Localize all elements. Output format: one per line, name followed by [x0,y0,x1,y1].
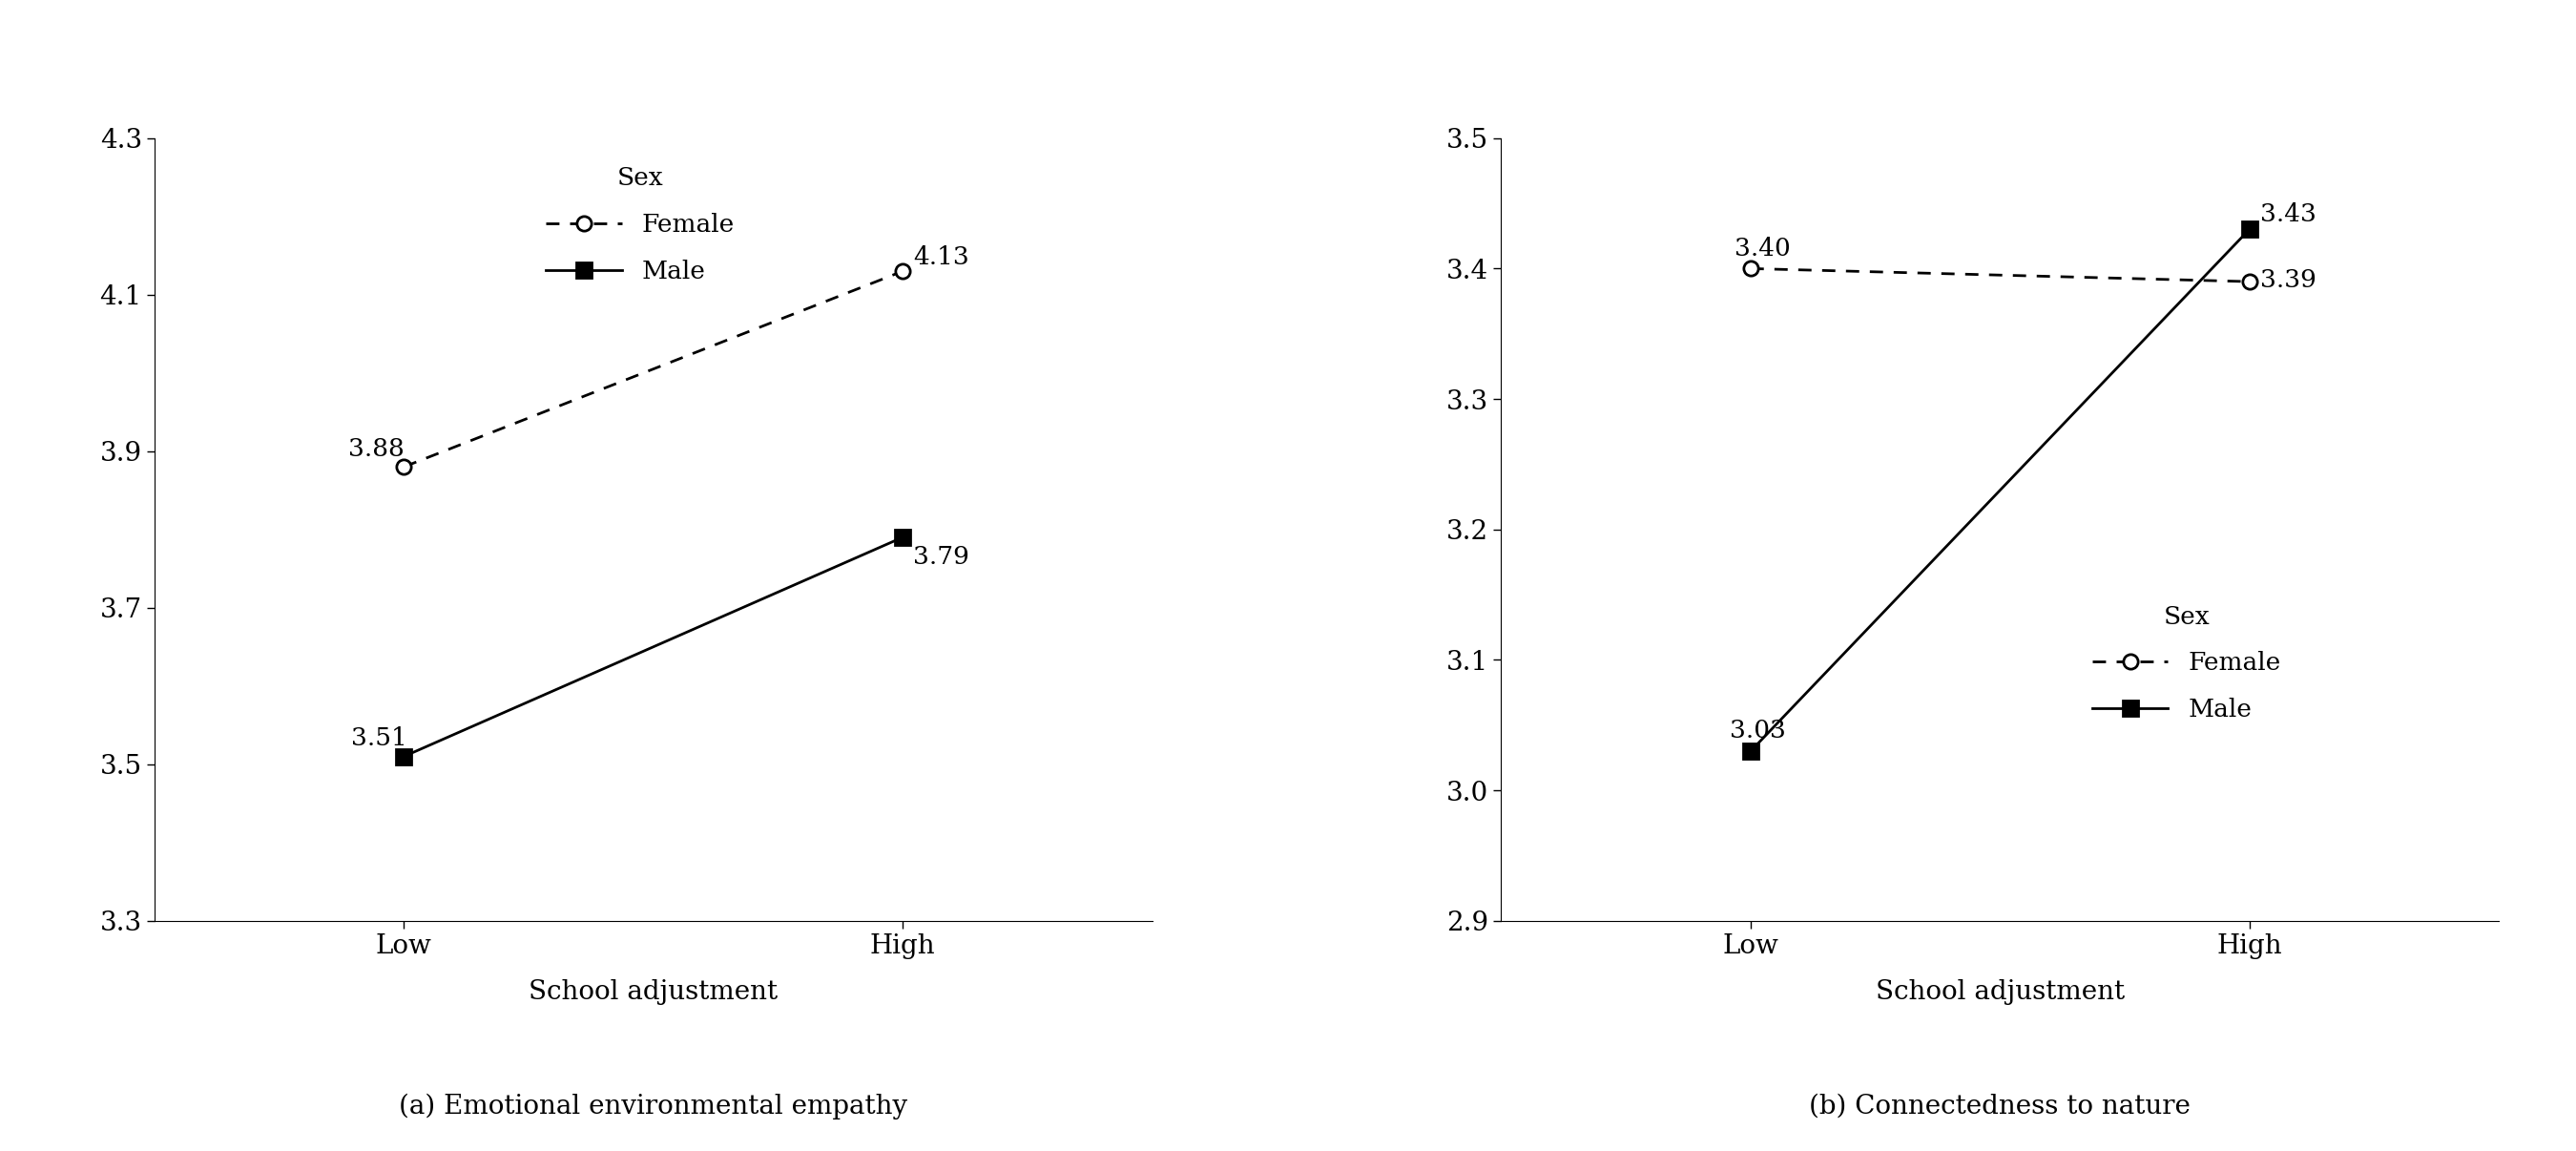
Line: Female: Female [397,264,909,474]
Female [886,265,917,279]
Female [1736,261,1767,275]
Text: 3.40: 3.40 [1734,236,1790,260]
Text: 3.43: 3.43 [2259,203,2316,227]
Text: (a) Emotional environmental empathy: (a) Emotional environmental empathy [399,1093,907,1119]
Text: 3.51: 3.51 [350,726,407,750]
X-axis label: School adjustment: School adjustment [528,980,778,1005]
Legend: Female, Male: Female, Male [546,167,734,283]
Male [886,531,917,544]
Female [389,460,420,474]
Text: 3.39: 3.39 [2259,268,2316,291]
Line: Female: Female [1744,261,2257,289]
Text: 4.13: 4.13 [914,245,969,269]
Text: 3.88: 3.88 [348,437,404,462]
Line: Male: Male [397,529,909,764]
Text: 3.03: 3.03 [1728,719,1785,742]
Male [2233,222,2264,236]
Male [1736,745,1767,759]
Line: Male: Male [1744,222,2257,759]
Male [389,749,420,763]
X-axis label: School adjustment: School adjustment [1875,980,2125,1005]
Female [2233,275,2264,289]
Text: (b) Connectedness to nature: (b) Connectedness to nature [1808,1093,2190,1119]
Legend: Female, Male: Female, Male [2092,604,2280,722]
Text: 3.79: 3.79 [914,544,969,569]
